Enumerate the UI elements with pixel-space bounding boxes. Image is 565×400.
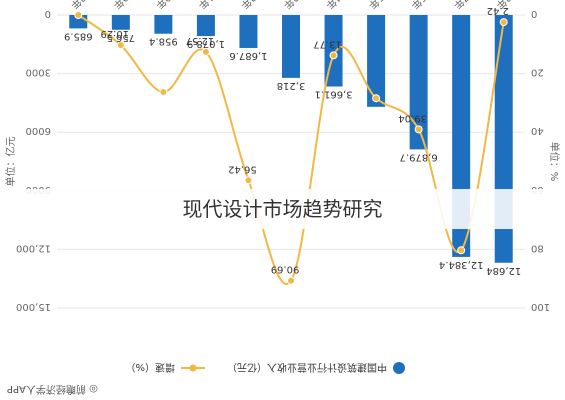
bar bbox=[409, 15, 428, 150]
right-axis-tick: 12,000 bbox=[16, 242, 51, 253]
x-axis-tick: 2009年 bbox=[111, 0, 145, 12]
bar bbox=[154, 15, 173, 34]
growth-point bbox=[372, 94, 381, 103]
bar-value-label: 12,384.4 bbox=[439, 259, 484, 270]
growth-point bbox=[457, 246, 466, 255]
bar bbox=[282, 15, 300, 78]
legend-line-label: 增速（%） bbox=[125, 361, 175, 374]
x-axis-tick: 2012年 bbox=[238, 0, 272, 12]
overlay-band bbox=[0, 189, 565, 229]
growth-point bbox=[499, 18, 508, 27]
bar bbox=[367, 15, 386, 107]
bar bbox=[196, 15, 215, 37]
right-axis-tick: 3000 bbox=[26, 67, 51, 78]
bar-value-label: 1,687.6 bbox=[229, 50, 267, 61]
right-axis-tick: 6000 bbox=[26, 125, 51, 136]
right-axis-tick: 15,000 bbox=[16, 301, 51, 312]
line-value-label: 12.57 bbox=[186, 35, 215, 46]
bar-value-label: 756.5 bbox=[106, 32, 135, 43]
x-axis-tick: 2017年 bbox=[451, 0, 485, 12]
bar-value-label: 3,661.1 bbox=[314, 89, 352, 100]
x-axis-tick: 2011年 bbox=[196, 0, 230, 12]
line-value-label: 56.42 bbox=[228, 163, 257, 174]
growth-point bbox=[159, 88, 168, 97]
left-axis-label: 单位：% bbox=[548, 142, 561, 182]
line-value-label: 13.77 bbox=[313, 38, 342, 49]
overlay-title: 现代设计市场趋势研究 bbox=[182, 197, 383, 221]
x-axis-tick: 2008年 bbox=[68, 0, 102, 12]
right-axis-label: 单位：亿元 bbox=[4, 137, 17, 187]
growth-point bbox=[414, 125, 423, 134]
bar-value-label: 6,879.7 bbox=[400, 151, 438, 162]
left-axis-tick: 80 bbox=[531, 242, 544, 253]
legend-bar-label: 中国建筑设计行业营业收入（亿元） bbox=[227, 361, 387, 374]
legend-bar-swatch bbox=[393, 362, 405, 374]
line-value-label: 90.69 bbox=[271, 264, 300, 275]
x-axis-tick: 2013年 bbox=[281, 0, 315, 12]
x-axis-tick: 2016年 bbox=[409, 0, 443, 12]
growth-point bbox=[329, 51, 338, 60]
bar-value-label: 958.4 bbox=[149, 36, 178, 47]
bar-value-label: 1,078.9 bbox=[187, 38, 225, 49]
bar-value-label: 3,218 bbox=[277, 80, 306, 91]
legend-line-marker bbox=[189, 364, 197, 372]
left-axis-tick: 0 bbox=[531, 8, 537, 19]
growth-point bbox=[74, 11, 83, 19]
bar bbox=[111, 15, 130, 30]
growth-point bbox=[201, 47, 210, 56]
growth-point bbox=[244, 176, 253, 185]
source-text: ◎ 前瞻经济学人APP bbox=[7, 383, 98, 396]
left-axis-tick: 20 bbox=[531, 67, 544, 78]
line-value-label: 10.29 bbox=[100, 28, 129, 39]
growth-point bbox=[116, 41, 125, 50]
x-axis-tick: 2015年 bbox=[366, 0, 400, 12]
bar-value-label: 685.9 bbox=[64, 30, 93, 41]
bar-value-label: 12,684 bbox=[486, 265, 521, 276]
left-axis-tick: 100 bbox=[531, 301, 550, 312]
line-value-label: 2.42 bbox=[487, 5, 509, 16]
line-value-label: 39.04 bbox=[398, 112, 427, 123]
left-axis-tick: 40 bbox=[531, 125, 544, 136]
growth-point bbox=[287, 276, 295, 285]
x-axis-tick: 2014年 bbox=[323, 0, 357, 12]
bar bbox=[239, 15, 258, 48]
right-axis-tick: 0 bbox=[45, 8, 51, 19]
x-axis-tick: 2010年 bbox=[153, 0, 187, 12]
